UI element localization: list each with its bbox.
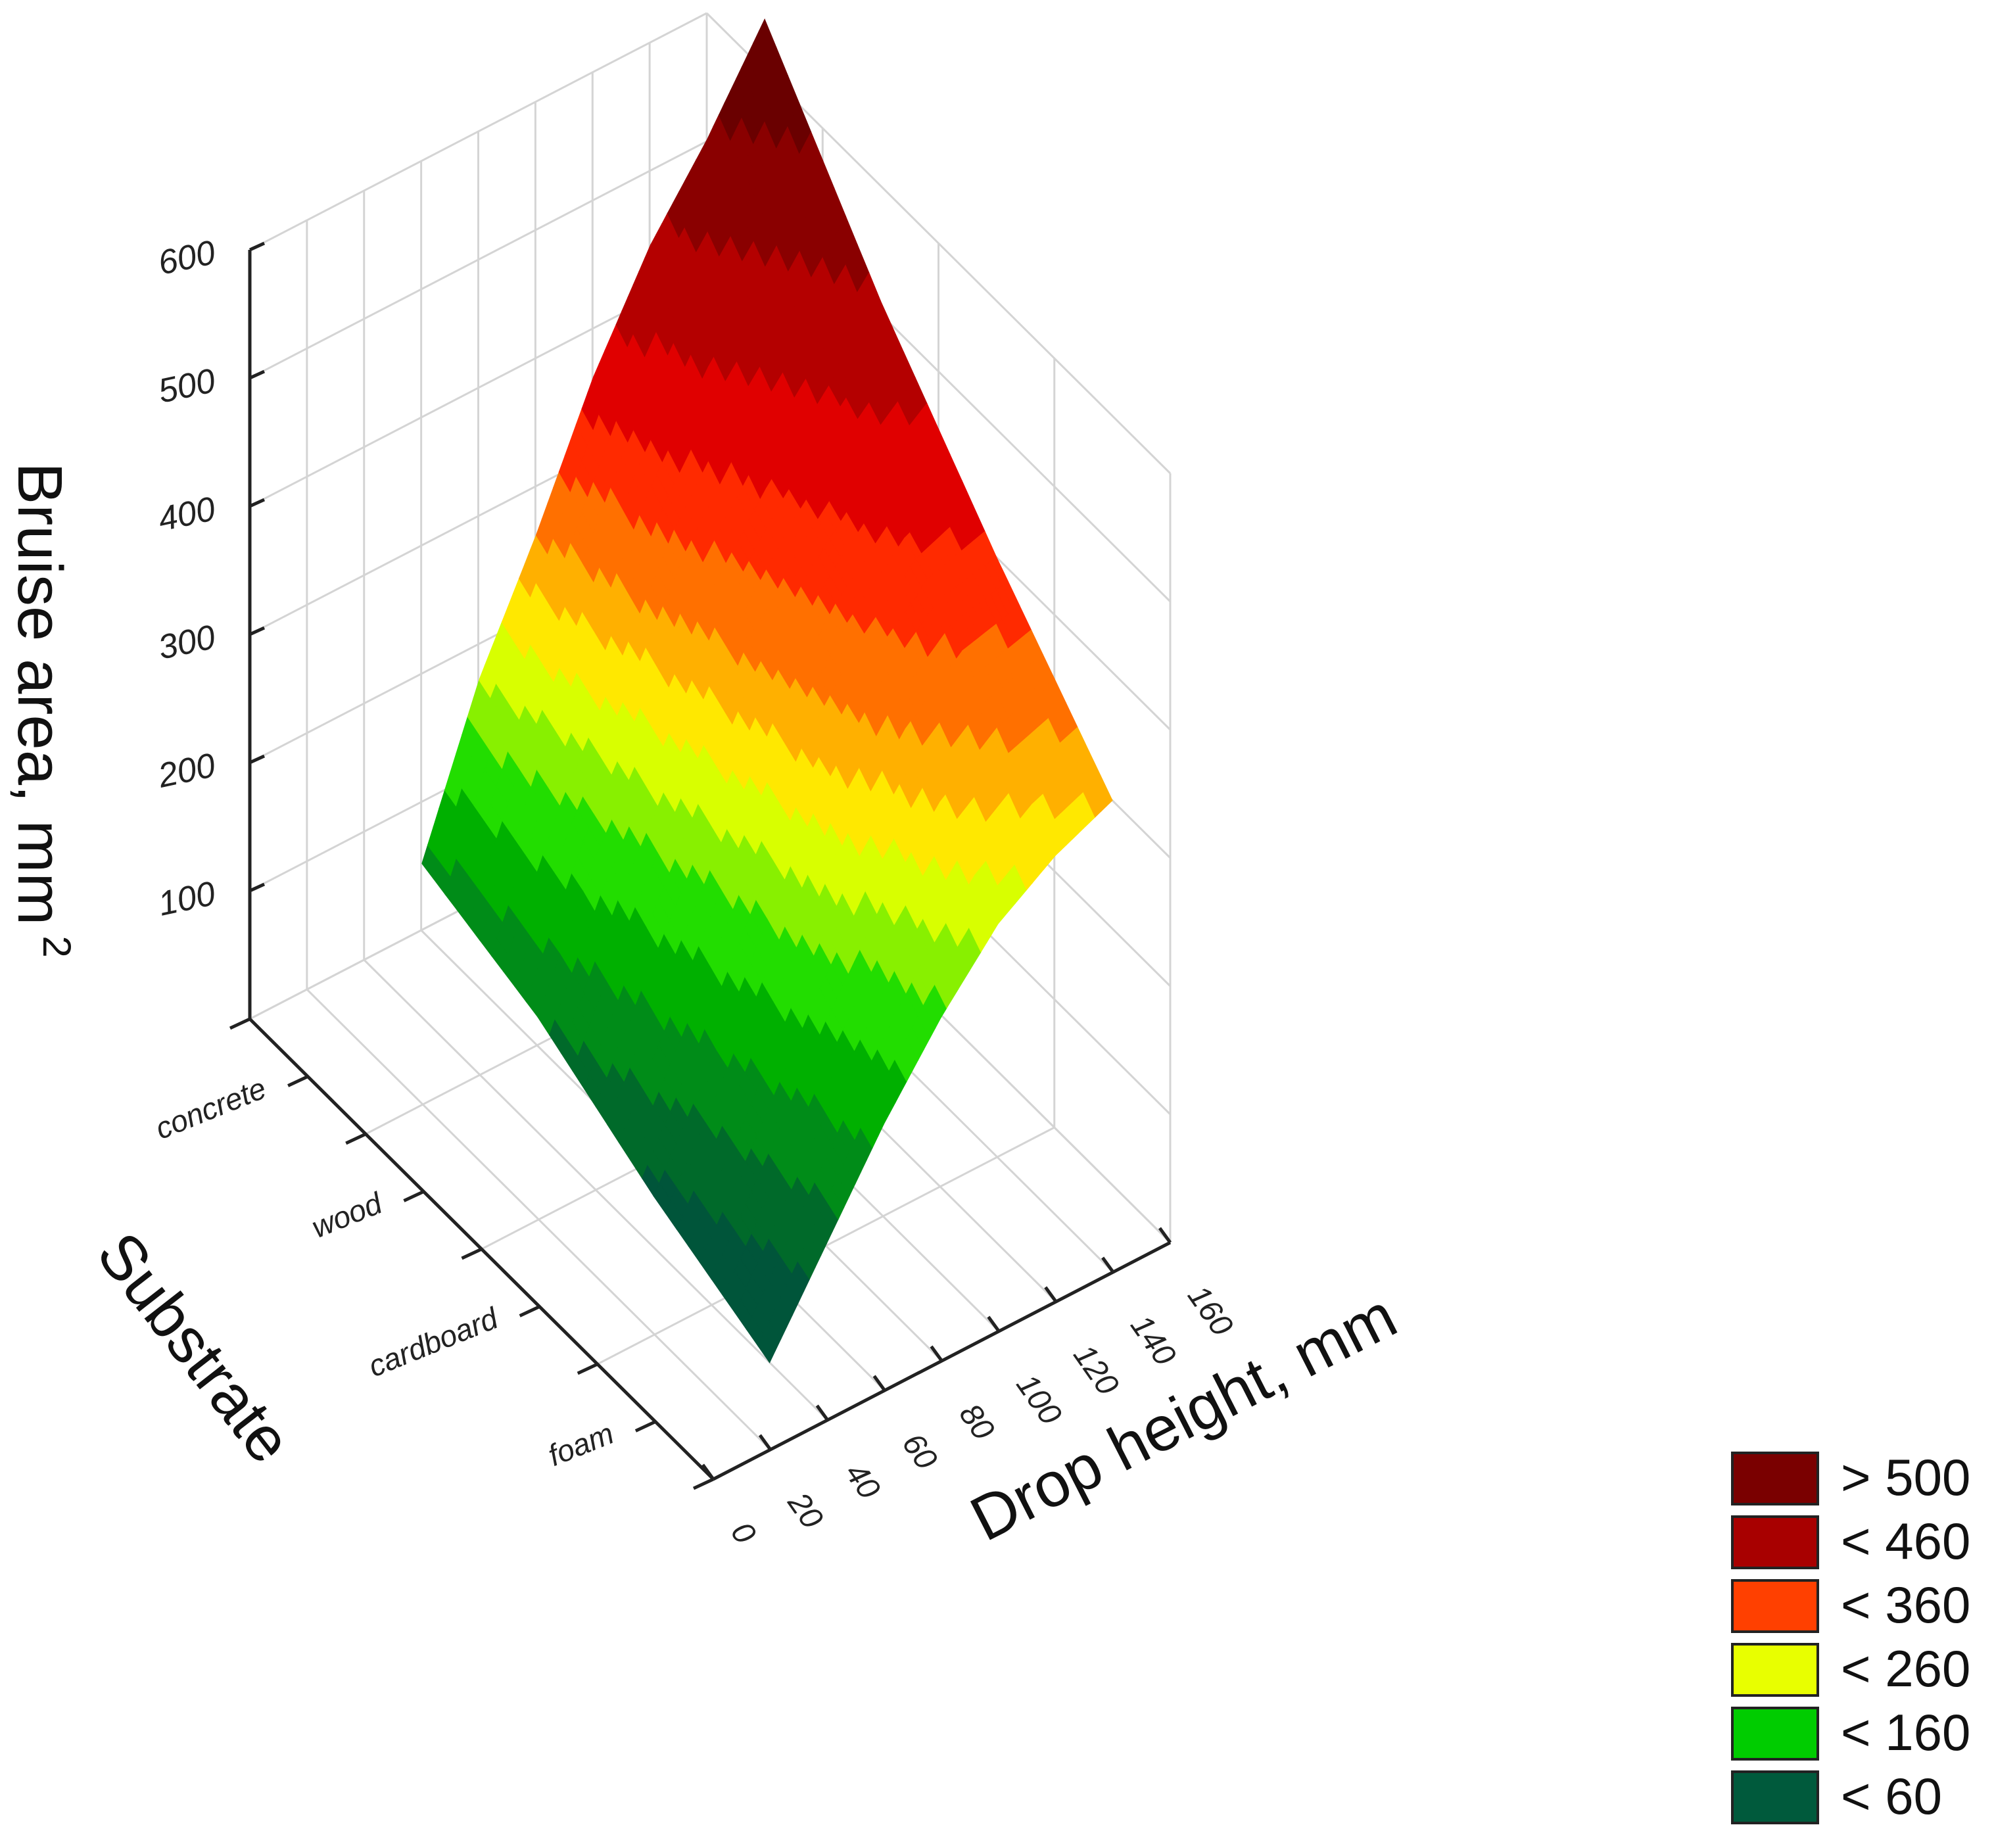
y-tick <box>461 1247 483 1260</box>
y-tick <box>403 1190 425 1202</box>
legend-swatch <box>1731 1643 1819 1697</box>
legend-item: < 460 <box>1731 1512 1970 1570</box>
x-tick <box>1158 1227 1172 1244</box>
x-tick-label: 20 <box>780 1486 830 1535</box>
x-tick <box>701 1463 715 1481</box>
z-tick-label: 600 <box>155 233 219 283</box>
legend-label: < 160 <box>1841 1703 1970 1761</box>
x-tick-label: 40 <box>838 1457 887 1505</box>
x-tick <box>987 1315 1001 1333</box>
legend-item: < 260 <box>1731 1640 1970 1697</box>
legend-swatch <box>1731 1707 1819 1761</box>
x-tick <box>930 1345 943 1362</box>
legend-label: < 260 <box>1841 1640 1970 1697</box>
x-tick <box>1044 1286 1058 1303</box>
x-tick-label: 60 <box>895 1427 944 1476</box>
z-tick <box>249 754 266 765</box>
x-tick <box>815 1404 829 1421</box>
y-tick <box>692 1477 715 1490</box>
z-tick-label: 400 <box>155 490 219 539</box>
grid-line-back-wall-z <box>249 140 707 379</box>
legend-label: < 60 <box>1841 1767 1942 1825</box>
z-tick <box>249 882 266 893</box>
legend-label: < 460 <box>1841 1512 1970 1570</box>
legend-item: > 500 <box>1731 1448 1970 1506</box>
y-tick <box>229 1017 251 1030</box>
legend-item: < 60 <box>1731 1767 1942 1825</box>
legend-item: < 160 <box>1731 1703 1970 1761</box>
legend-swatch <box>1731 1452 1819 1505</box>
legend-item: < 360 <box>1731 1576 1970 1634</box>
legend-label: < 360 <box>1841 1576 1970 1634</box>
z-tick-label: 500 <box>155 362 219 411</box>
x-tick <box>872 1375 886 1392</box>
legend-swatch <box>1731 1770 1819 1824</box>
z-tick-label: 300 <box>155 618 219 667</box>
z-tick <box>249 626 266 636</box>
y-tick <box>634 1420 656 1433</box>
x-tick-label: 160 <box>1181 1279 1240 1342</box>
z-tick <box>249 241 266 252</box>
y-tick <box>345 1132 367 1145</box>
legend-label: > 500 <box>1841 1448 1970 1506</box>
x-tick-label: 100 <box>1009 1368 1068 1431</box>
z-tick-label: 200 <box>154 746 219 795</box>
x-tick <box>1101 1256 1115 1273</box>
y-tick <box>519 1305 540 1317</box>
z-tick <box>249 369 266 380</box>
x-axis-title: Drop height, mm <box>960 1280 1408 1554</box>
legend-swatch <box>1731 1579 1819 1633</box>
y-tick <box>287 1075 309 1087</box>
legend-swatch <box>1731 1515 1819 1569</box>
x-tick-label: 120 <box>1066 1339 1126 1402</box>
y-tick-label: cardboard <box>364 1300 504 1383</box>
surface <box>421 18 1113 1363</box>
legend: > 500 < 460 < 360 < 260 < 160 < 60 <box>1731 1448 1970 1825</box>
z-tick-label: 100 <box>155 874 219 924</box>
x-tick-label: 140 <box>1124 1309 1183 1372</box>
y-tick-label: concrete <box>151 1071 271 1146</box>
z-tick <box>249 498 266 508</box>
surface-patch <box>1094 775 1113 807</box>
x-tick-label: 0 <box>724 1516 763 1551</box>
y-tick-label: wood <box>307 1185 388 1244</box>
grid-line-back-wall-z <box>249 12 707 251</box>
z-axis-title: Bruise area, mm2 <box>5 462 79 958</box>
y-tick <box>577 1362 598 1375</box>
y-axis-title: Substrate <box>83 1220 305 1476</box>
axes <box>229 241 1172 1490</box>
y-tick-label: foam <box>543 1416 618 1473</box>
x-tick-label: 80 <box>952 1398 1001 1446</box>
x-tick <box>758 1434 772 1451</box>
